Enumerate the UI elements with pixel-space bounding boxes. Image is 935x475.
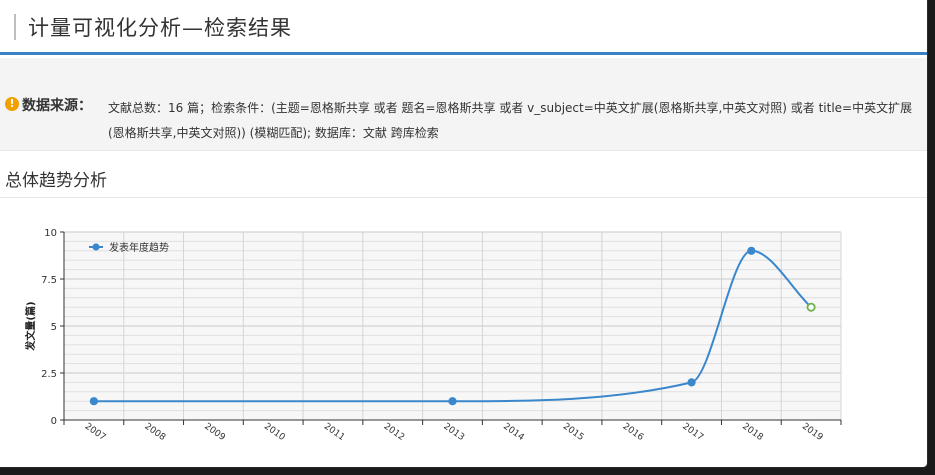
forecast-point <box>806 302 816 312</box>
y-tick-label: 10 <box>44 228 57 239</box>
data-point <box>687 378 696 387</box>
x-tick-label: 2007 <box>83 422 107 443</box>
x-tick-label: 2008 <box>143 422 168 443</box>
y-tick-label: 5 <box>51 322 57 333</box>
x-tick-label: 2009 <box>202 422 227 443</box>
legend-label: 发表年度趋势 <box>109 241 169 254</box>
data-source-text: 文献总数：16 篇；检索条件：(主题=恩格斯共享 或者 题名=恩格斯共享 或者 … <box>108 101 913 140</box>
x-tick-label: 2015 <box>561 422 585 443</box>
warning-icon: ! <box>5 97 19 111</box>
y-axis-label: 发文量(篇) <box>24 301 37 351</box>
x-tick-label: 2012 <box>382 422 406 443</box>
x-tick-label: 2016 <box>621 422 646 443</box>
y-tick-label: 7.5 <box>41 275 57 286</box>
legend-marker <box>92 243 100 251</box>
data-source-label: 数据来源： <box>22 98 92 114</box>
x-tick-label: 2019 <box>800 422 825 443</box>
header: 计量可视化分析—检索结果 <box>0 0 927 52</box>
y-tick-label: 0 <box>51 416 57 427</box>
data-source-panel <box>0 58 927 150</box>
data-point <box>448 397 457 406</box>
x-tick-label: 2011 <box>322 422 346 443</box>
x-tick-label: 2014 <box>501 422 526 443</box>
page-title: 计量可视化分析—检索结果 <box>28 16 292 40</box>
x-tick-label: 2010 <box>262 422 287 443</box>
x-tick-label: 2017 <box>680 422 704 443</box>
data-point <box>89 397 98 406</box>
data-point <box>747 246 756 255</box>
x-tick-label: 2018 <box>740 422 765 443</box>
trend-chart: 0 2.5 5 7.5 10 2007 2008 2009 2010 2011 2012 2013 20… <box>24 228 842 443</box>
header-divider <box>0 52 927 55</box>
header-bar <box>14 14 16 40</box>
section-title: 总体趋势分析 <box>5 171 107 191</box>
page-frame: 计量可视化分析—检索结果 ! 数据来源： 文献总数：16 篇；检索条件：(主题=… <box>0 0 927 467</box>
divider <box>0 150 927 151</box>
x-tick-label: 2013 <box>441 422 465 443</box>
y-tick-label: 2.5 <box>41 369 57 380</box>
divider <box>0 197 927 198</box>
